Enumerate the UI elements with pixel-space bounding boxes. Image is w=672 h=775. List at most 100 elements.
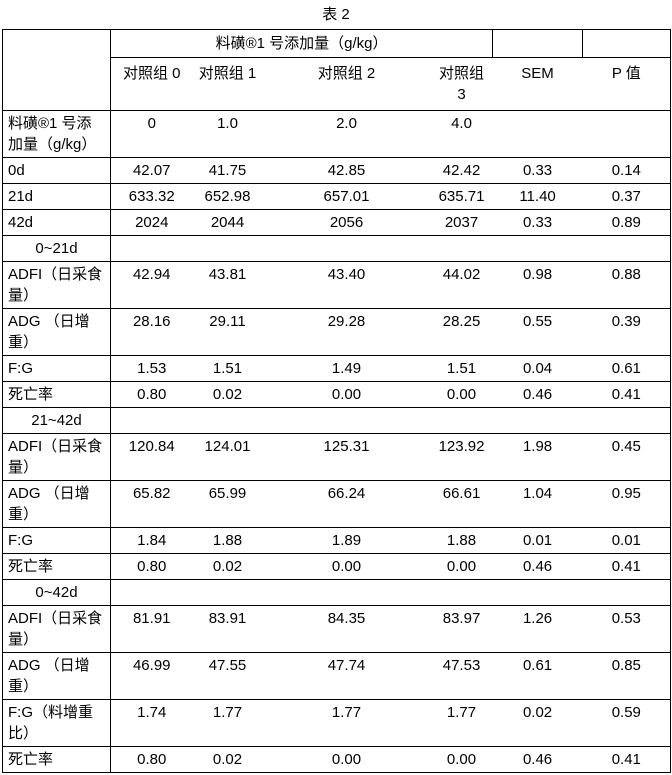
cell-value: 1.77 [262, 699, 431, 747]
cell-value: 0.59 [582, 699, 671, 747]
cell-value: 0.80 [110, 381, 193, 408]
table-row: ADG （日增重） 28.16 29.11 29.28 28.25 0.55 0.39 [2, 308, 671, 356]
cell-value: 2037 [430, 209, 493, 236]
cell-value: 0 [110, 110, 193, 158]
cell-value: 1.77 [192, 699, 263, 747]
column-header-pvalue: P 值 [582, 57, 671, 111]
cell-value: 657.01 [262, 183, 431, 210]
cell-value: 0.04 [492, 355, 583, 382]
cell-value: 28.16 [110, 308, 193, 356]
cell-value: 0.85 [582, 652, 671, 700]
cell-value: 43.81 [192, 261, 263, 309]
cell-value: 11.40 [492, 183, 583, 210]
row-label: F:G（料增重比） [2, 699, 111, 747]
cell-value [582, 579, 671, 606]
cell-value: 0.46 [492, 553, 583, 580]
cell-value: 0.46 [492, 746, 583, 773]
cell-value [192, 407, 263, 434]
cell-value: 124.01 [192, 433, 263, 481]
cell-value: 0.37 [582, 183, 671, 210]
cell-value: 1.74 [110, 699, 193, 747]
cell-value: 1.84 [110, 527, 193, 554]
cell-value [110, 407, 193, 434]
cell-value: 0.33 [492, 209, 583, 236]
cell-value [430, 235, 493, 262]
row-label: 死亡率 [2, 746, 111, 773]
cell-value: 29.11 [192, 308, 263, 356]
row-label: ADG （日增重） [2, 480, 111, 528]
cell-value: 42.85 [262, 157, 431, 184]
cell-value: 0.14 [582, 157, 671, 184]
column-header-group1: 对照组 1 [192, 57, 263, 111]
row-label: 料磺®1 号添加量（g/kg） [2, 110, 111, 158]
cell-value: 1.51 [192, 355, 263, 382]
cell-value: 0.41 [582, 553, 671, 580]
cell-value: 1.26 [492, 605, 583, 653]
table-row: 料磺®1 号添加量（g/kg） 0 1.0 2.0 4.0 [2, 110, 671, 158]
cell-value: 0.01 [582, 527, 671, 554]
cell-value: 0.01 [492, 527, 583, 554]
row-label: 0d [2, 157, 111, 184]
cell-value: 47.55 [192, 652, 263, 700]
cell-value: 2044 [192, 209, 263, 236]
cell-value: 0.02 [192, 553, 263, 580]
cell-value: 1.77 [430, 699, 493, 747]
cell-value: 0.80 [110, 746, 193, 773]
cell-value: 123.92 [430, 433, 493, 481]
cell-value: 1.04 [492, 480, 583, 528]
section-row: 0~21d [2, 235, 671, 262]
section-row: 0~42d [2, 579, 671, 606]
cell-value: 4.0 [430, 110, 493, 158]
cell-value: 42.07 [110, 157, 193, 184]
cell-value: 652.98 [192, 183, 263, 210]
column-header-sem: SEM [492, 57, 583, 111]
cell-value: 635.71 [430, 183, 493, 210]
span-header-cell: 料磺®1 号添加量（g/kg） [110, 29, 494, 58]
cell-value: 42.94 [110, 261, 193, 309]
cell-value [192, 579, 263, 606]
cell-value: 41.75 [192, 157, 263, 184]
cell-value: 0.61 [582, 355, 671, 382]
cell-value: 0.45 [582, 433, 671, 481]
cell-value: 0.00 [430, 381, 493, 408]
table-title: 表 2 [322, 6, 350, 23]
cell-value: 0.02 [192, 746, 263, 773]
cell-value: 1.51 [430, 355, 493, 382]
cell-value: 0.95 [582, 480, 671, 528]
table-header: 料磺®1 号添加量（g/kg） 对照组 0 对照组 1 对照组 2 对照组 3 … [2, 29, 671, 111]
cell-value: 0.33 [492, 157, 583, 184]
column-header-group0: 对照组 0 [110, 57, 193, 111]
cell-value: 0.98 [492, 261, 583, 309]
cell-value [582, 235, 671, 262]
cell-value: 0.41 [582, 746, 671, 773]
cell-value: 120.84 [110, 433, 193, 481]
cell-value: 66.24 [262, 480, 431, 528]
cell-value [492, 579, 583, 606]
cell-value: 0.00 [262, 553, 431, 580]
table-row: F:G（料增重比） 1.74 1.77 1.77 1.77 0.02 0.59 [2, 699, 671, 747]
table-row: 42d 2024 2044 2056 2037 0.33 0.89 [2, 209, 671, 236]
cell-value [192, 235, 263, 262]
table-row: ADG （日增重） 46.99 47.55 47.74 47.53 0.61 0.85 [2, 652, 671, 700]
cell-value: 46.99 [110, 652, 193, 700]
cell-value: 633.32 [110, 183, 193, 210]
cell-value: 0.00 [262, 746, 431, 773]
table-row: F:G 1.84 1.88 1.89 1.88 0.01 0.01 [2, 527, 671, 554]
section-label: 21~42d [2, 407, 111, 434]
cell-value: 66.61 [430, 480, 493, 528]
row-label: F:G [2, 527, 111, 554]
cell-value: 2024 [110, 209, 193, 236]
table-row: F:G 1.53 1.51 1.49 1.51 0.04 0.61 [2, 355, 671, 382]
cell-value: 65.82 [110, 480, 193, 528]
row-label: F:G [2, 355, 111, 382]
cell-value [110, 579, 193, 606]
row-label: ADFI（日采食量） [2, 433, 111, 481]
cell-value: 0.00 [262, 381, 431, 408]
cell-value: 47.53 [430, 652, 493, 700]
cell-value [262, 235, 431, 262]
table-row: ADFI（日采食量） 120.84 124.01 125.31 123.92 1.98 0.… [2, 433, 671, 481]
gap-cell-pvalue [582, 29, 671, 58]
cell-value [430, 407, 493, 434]
cell-value: 83.97 [430, 605, 493, 653]
